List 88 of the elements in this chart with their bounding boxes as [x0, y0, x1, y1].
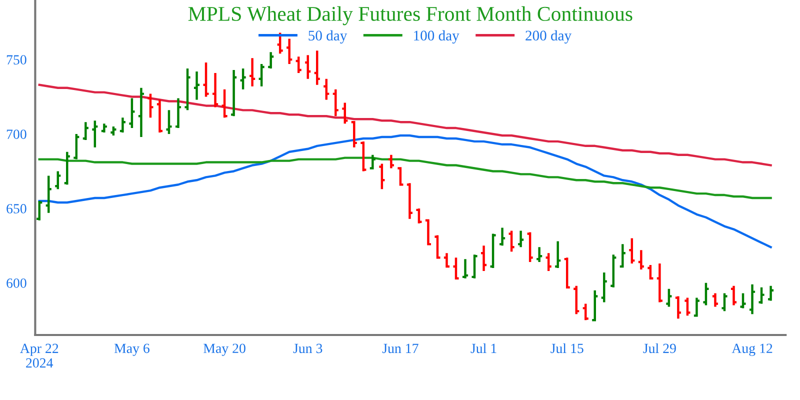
chart-title: MPLS Wheat Daily Futures Front Month Continuous	[188, 6, 632, 26]
candlestick	[285, 38, 294, 66]
candlestick	[406, 182, 414, 220]
candlestick	[72, 132, 80, 160]
x-tick-label: Apr 22 2024	[20, 344, 58, 368]
x-tick-label: Jul 29	[643, 343, 676, 354]
y-tick-label: 650	[6, 204, 26, 214]
candlestick	[341, 102, 349, 125]
legend-label: 200 day	[526, 30, 572, 44]
x-tick-label: May 20	[204, 344, 246, 356]
candlestick	[498, 226, 506, 247]
candlestick	[637, 249, 646, 271]
legend-label: 50 day	[308, 30, 348, 44]
candlestick	[110, 125, 118, 137]
candlestick	[535, 246, 544, 264]
candlestick	[628, 237, 636, 265]
candlestick	[582, 302, 590, 322]
y-tick-label: 600	[6, 278, 26, 288]
candlestick	[516, 230, 525, 248]
line-series	[38, 134, 772, 248]
candlestick	[220, 88, 228, 119]
candlestick	[758, 286, 766, 305]
candlestick	[313, 50, 322, 86]
candlestick	[332, 88, 340, 118]
line-series	[38, 84, 772, 166]
candlestick	[239, 67, 247, 90]
candlestick	[702, 282, 710, 306]
candlestick	[711, 292, 720, 308]
candlestick	[480, 244, 488, 272]
candlestick	[360, 140, 368, 172]
candlestick	[248, 56, 256, 88]
candlestick	[720, 292, 728, 312]
candlestick	[526, 231, 534, 264]
x-tick-label: Jul 1	[470, 343, 496, 354]
x-tick-label: Aug 12	[732, 344, 772, 356]
candlestick	[572, 284, 580, 316]
candlestick	[322, 78, 330, 101]
candlestick	[294, 55, 302, 74]
candlestick	[665, 288, 673, 308]
candlestick	[54, 170, 62, 190]
line-series	[38, 156, 772, 200]
candlestick	[82, 120, 90, 142]
legend-label: 100 day	[414, 30, 460, 44]
candlestick	[137, 86, 146, 138]
candlestick	[378, 162, 386, 190]
x-tick-label: Jul 15	[550, 343, 584, 354]
candlestick	[610, 253, 618, 288]
candlestick	[684, 296, 692, 317]
candlestick	[118, 116, 127, 134]
x-tick-label: Jun 3	[293, 344, 322, 354]
candlestick	[266, 51, 275, 70]
candlestick	[211, 72, 220, 108]
candlestick	[544, 252, 552, 272]
candlestick	[156, 98, 164, 134]
x-tick-label: Jun 17	[382, 344, 418, 354]
y-tick-label: 700	[6, 130, 26, 139]
candlestick	[35, 200, 44, 222]
candlestick	[304, 54, 312, 80]
candlestick	[739, 292, 747, 310]
candlestick	[415, 207, 423, 224]
x-tick-label: May 6	[114, 344, 150, 356]
candlestick	[100, 122, 108, 134]
candlestick	[165, 109, 173, 136]
candlestick	[276, 32, 284, 55]
candlestick	[202, 61, 210, 98]
candlestick	[748, 283, 756, 316]
candlestick	[128, 97, 136, 130]
candlestick	[146, 92, 154, 119]
candlestick	[470, 253, 478, 280]
candlestick	[192, 70, 201, 101]
candlestick	[554, 240, 562, 270]
candlestick	[63, 150, 72, 186]
candlestick	[508, 230, 516, 253]
candlestick	[258, 62, 266, 88]
candlestick	[174, 97, 182, 130]
candlestick	[656, 262, 664, 304]
candlestick	[730, 284, 738, 306]
candlestick	[387, 154, 396, 170]
y-tick-label: 750	[6, 55, 26, 65]
candlestick	[91, 119, 99, 149]
candlestick	[766, 284, 775, 302]
candlestick	[674, 295, 682, 320]
candlestick	[461, 258, 470, 280]
candlestick	[44, 174, 53, 214]
candlestick	[230, 68, 238, 118]
candlestick	[489, 232, 497, 270]
candlestick	[184, 67, 192, 112]
candlestick	[600, 271, 608, 304]
